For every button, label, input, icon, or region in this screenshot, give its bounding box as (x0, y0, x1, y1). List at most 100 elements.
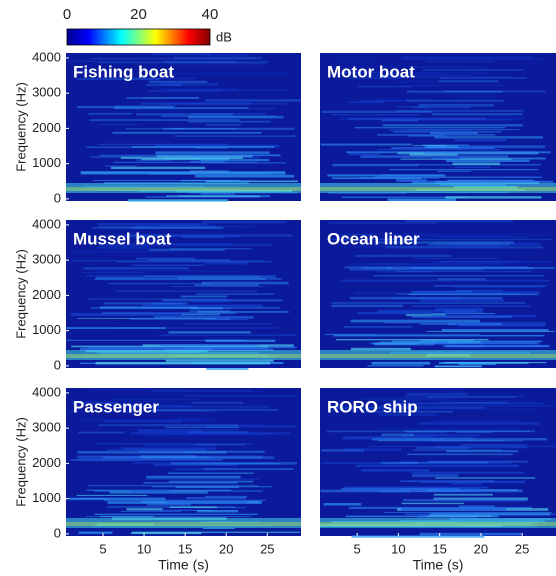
spectrogram-streak (120, 156, 243, 159)
spectrogram-streak (333, 334, 545, 337)
spectrogram-streak (327, 174, 446, 177)
spectrogram-streak (412, 474, 459, 477)
spectrogram-streak (433, 493, 493, 496)
spectrogram-streak (387, 402, 545, 405)
x-tick-label: 20 (474, 541, 488, 556)
spectrogram-streak (162, 72, 290, 75)
spectrogram-streak (78, 431, 125, 434)
spectrogram-streak (349, 268, 484, 271)
spectrogram-streak (197, 311, 289, 313)
spectrogram-streak (166, 195, 260, 197)
spectrogram-streak (83, 267, 189, 270)
spectrogram-streak (460, 402, 542, 403)
spectrogram-streak (128, 225, 255, 228)
spectrogram-streak (401, 56, 533, 59)
spectrogram-streak (152, 53, 211, 56)
spectrogram-streak (396, 179, 427, 182)
spectrogram-streak (116, 261, 272, 263)
spectrogram-streak (155, 151, 270, 154)
spectrogram-streak (456, 431, 493, 434)
spectrogram-streak (141, 158, 229, 161)
spectrogram-streak (103, 227, 218, 229)
spectrogram-streak (90, 156, 142, 158)
spectrogram-streak (404, 513, 556, 515)
spectrogram-streak (142, 456, 210, 459)
spectrogram-streak (349, 76, 401, 79)
spectrogram-streak (397, 220, 492, 223)
spectrogram-streak (88, 485, 259, 487)
spectrogram-streak (320, 489, 523, 493)
spectrogram-streak (144, 390, 263, 393)
spectrogram-streak (419, 532, 522, 536)
spectrogram-streak (101, 312, 236, 315)
spectrogram-streak (77, 78, 160, 81)
spectrogram-streak (96, 246, 150, 249)
spectrogram-streak (91, 389, 188, 391)
spectrogram (320, 220, 556, 368)
spectrogram-streak (205, 180, 299, 183)
spectrogram-streak (154, 463, 239, 466)
spectrogram-streak (371, 438, 548, 441)
spectrogram-streak (164, 348, 274, 352)
spectrogram-streak (332, 177, 422, 180)
spectrogram-streak (200, 162, 287, 164)
spectrogram-streak (168, 331, 251, 334)
spectrogram-streak (377, 271, 433, 273)
spectrogram-streak (409, 85, 506, 87)
spectrogram-streak (447, 179, 535, 181)
spectrogram-streak (377, 439, 506, 442)
spectrogram-streak (446, 450, 518, 453)
spectrogram-streak (389, 169, 538, 171)
spectrogram-streak (381, 433, 414, 437)
spectrogram-streak (328, 222, 436, 224)
spectrogram-streak (136, 113, 233, 116)
spectrogram-streak (401, 502, 465, 505)
spectrogram-streak (125, 128, 184, 130)
spectrogram-streak (98, 62, 268, 64)
spectrogram-streak (188, 115, 284, 119)
spectrogram-streak (446, 345, 484, 348)
spectrogram-streak (104, 420, 182, 423)
spectrogram-streak (97, 124, 138, 126)
spectrogram-streak (76, 419, 203, 422)
spectrogram-streak (344, 436, 435, 438)
spectrogram (66, 388, 301, 536)
spectrogram-streak (401, 507, 507, 511)
spectrogram-streak (435, 307, 484, 311)
spectrogram-streak (194, 284, 260, 287)
spectrogram-streak (400, 158, 512, 160)
spectrogram-streak (373, 275, 545, 277)
spectrogram-streak (90, 307, 280, 309)
spectrogram-streak (447, 322, 502, 326)
spectrogram-streak (436, 242, 500, 244)
spectrogram-streak (108, 282, 212, 285)
spectrogram-streak (92, 180, 252, 182)
spectrogram-streak (98, 404, 192, 407)
y-tick-label: 0 (54, 357, 61, 372)
spectrogram-streak (196, 293, 274, 295)
spectrogram-streak (180, 295, 228, 298)
spectrogram-streak (331, 57, 381, 60)
spectrogram-streak (413, 449, 502, 451)
spectrogram-streak (454, 139, 507, 142)
spectrogram-streak (378, 413, 439, 416)
spectrogram-streak (394, 235, 508, 238)
spectrogram-streak (458, 505, 495, 508)
spectrogram-streak (66, 60, 268, 62)
spectrogram-streak (409, 66, 487, 68)
spectrogram-streak (140, 102, 251, 105)
spectrogram-streak (72, 400, 171, 403)
spectrogram-streak (448, 341, 481, 344)
spectrogram-streak (377, 309, 477, 313)
spectrogram-streak (78, 458, 221, 460)
spectrogram-streak (88, 298, 227, 300)
spectrogram-streak (396, 106, 428, 108)
spectrogram-streak (362, 411, 402, 413)
spectrogram-streak (349, 296, 503, 300)
spectrogram-streak (191, 401, 244, 404)
spectrogram-streak (355, 245, 500, 248)
spectrogram-streak (326, 430, 530, 433)
spectrogram-streak (368, 445, 556, 447)
x-tick-label: 25 (260, 541, 274, 556)
spectrogram (66, 220, 301, 370)
